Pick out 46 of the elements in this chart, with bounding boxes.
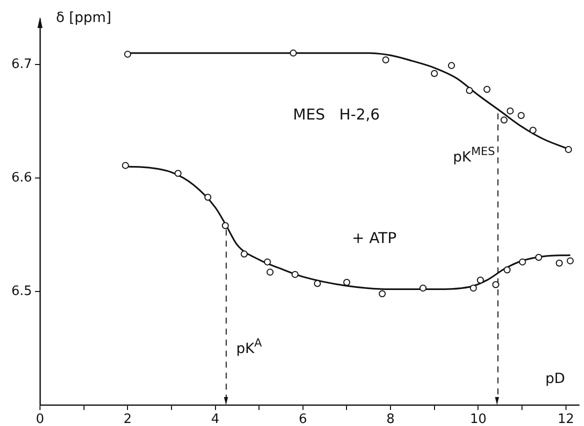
point [222,222,229,230]
x-tick-label: 8 [386,412,395,426]
point [240,250,248,258]
x-tick-label: 0 [36,412,44,426]
point [564,146,572,154]
x-tick-label: 4 [211,412,220,426]
x-tick-label: 2 [124,412,132,426]
point [343,278,350,286]
annotation: + ATP [352,228,397,247]
point [290,50,297,57]
y-axis-title: δ [ppm] [56,10,112,26]
point [556,260,563,267]
y-tick-label: 6.6 [11,170,32,186]
annotation: MES H-2,6 [293,105,380,124]
point [500,116,508,124]
point [476,276,484,284]
point [292,270,299,278]
x-tick-label: 12 [558,412,574,426]
point [124,50,132,58]
point [492,281,500,288]
x-tick-label: 6 [298,412,308,426]
y-tick-label: 6.5 [11,284,32,299]
point [448,62,455,70]
point [470,284,477,292]
point [430,70,438,77]
point [518,258,526,266]
point [382,56,390,64]
point [504,266,511,274]
point [566,257,574,264]
point [204,194,212,201]
x-axis-title: pD [545,371,566,387]
point [483,86,490,93]
point [122,162,129,169]
point [466,87,473,94]
y-tick-label: 6.7 [11,56,32,72]
point [378,290,386,298]
point [518,112,525,119]
point [529,126,536,134]
point [266,268,274,276]
point [506,107,514,114]
point [535,254,542,261]
point [314,280,321,288]
x-tick-label: 10 [470,412,486,426]
point [419,284,426,292]
point [264,258,271,266]
point [174,170,182,177]
